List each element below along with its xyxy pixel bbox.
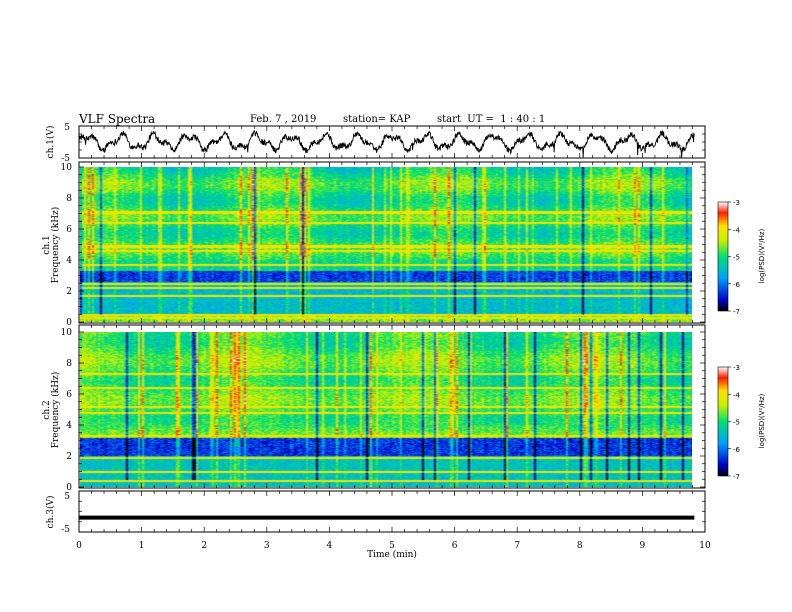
ch2-colorbar-label: log(PSD)(V²/Hz) [758,393,766,448]
ch3-waveform-ticks [78,490,706,533]
ch2-spectrogram-ticks: 0 2 4 6 8 10 [61,325,706,493]
ch2-spectrogram-ylabel-channel: ch.2 [42,400,52,419]
x-tick-label: 9 [640,541,646,551]
ch1-colorbar [717,201,729,312]
ch1-ytick-bottom: -5 [61,154,70,164]
ch2-spectrogram-image [80,332,692,487]
ch3-waveform-panel: 5 -5 ch.3(V) [45,490,706,535]
frequency-tick-label: 6 [66,225,72,235]
frequency-tick-label: 6 [66,390,72,400]
ch2-colorbar [717,366,729,477]
frequency-tick-label: 10 [61,163,73,173]
ch3-ytick-bottom: -5 [61,525,70,535]
x-tick-label: 6 [452,541,458,551]
station-label: station= KAP [343,114,411,125]
frequency-tick-label: 8 [66,359,72,369]
frequency-tick-label: 0 [66,483,72,493]
x-tick-label: 0 [76,541,82,551]
colorbar-tick-label: -7 [733,308,740,316]
ch1-spectrogram-ylabel-frequency: Frequency (kHz) [50,207,61,284]
x-tick-label: 3 [264,541,270,551]
frequency-tick-label: 8 [66,194,72,204]
ch1-spectrogram-image [80,167,692,322]
ch3-waveform-frame [78,490,706,533]
ch2-spectrogram-ylabel-frequency: Frequency (kHz) [50,372,61,449]
colorbar-tick-label: -3 [733,364,740,372]
colorbar-tick-label: -5 [733,419,740,427]
frequency-tick-label: 0 [66,318,72,328]
colorbar-tick-label: -4 [733,226,741,234]
frequency-tick-label: 2 [66,287,72,297]
x-tick-label: 1 [139,541,145,551]
frequency-tick-label: 4 [66,421,72,431]
x-tick-label: 5 [389,541,395,551]
ch1-spectrogram-ylabel-channel: ch.1 [42,235,52,254]
x-axis-label: Time (min) [367,549,417,560]
frequency-tick-label: 10 [61,328,73,338]
colorbar-tick-label: -6 [733,446,741,454]
x-tick-label: 2 [201,541,207,551]
ch1-waveform-ylabel: ch.1(V) [45,126,56,159]
colorbar-tick-label: -7 [733,473,740,481]
x-axis-tick-labels: 0 1 2 3 4 5 6 7 8 9 10 [76,541,711,551]
x-tick-label: 4 [327,541,333,551]
ch1-waveform-panel: 5 -5 ch.1(V) [45,123,706,164]
x-tick-label: 10 [699,541,711,551]
ch1-waveform-ticks [78,125,706,159]
ch1-spectrogram-ticks: 0 2 4 6 8 10 [61,162,706,328]
colorbar-tick-label: -6 [733,281,741,289]
colorbar-tick-label: -3 [733,199,740,207]
ch2-colorbar-labels: -3 -4 -5 -6 -7 [728,364,741,481]
colorbar-tick-label: -4 [733,391,741,399]
ch1-waveform-line [78,130,695,158]
start-time-label: start UT = 1 : 40 : 1 [437,114,546,125]
ch1-colorbar-label: log(PSD)(V²/Hz) [758,228,766,283]
chart-title: VLF Spectra [79,112,156,126]
date-label: Feb. 7 , 2019 [250,114,317,125]
ch3-waveform-ylabel: ch.3(V) [45,496,56,529]
frequency-tick-label: 2 [66,452,72,462]
colorbar-tick-label: -5 [733,254,740,262]
ch1-colorbar-labels: -3 -4 -5 -6 -7 [728,199,741,316]
ch3-ytick-top: 5 [64,492,70,502]
x-tick-label: 8 [577,541,583,551]
x-tick-label: 7 [514,541,520,551]
ch1-ytick-top: 5 [64,123,70,133]
frequency-tick-label: 4 [66,256,72,266]
